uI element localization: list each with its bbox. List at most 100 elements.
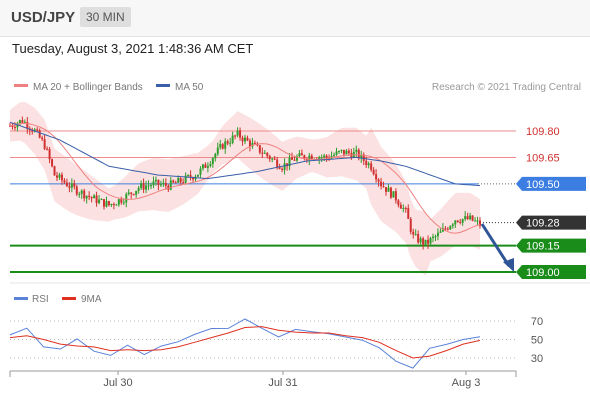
candle-body (434, 236, 437, 238)
candle-body (342, 149, 345, 155)
candle-body (271, 158, 274, 160)
candle-body (308, 155, 311, 161)
candle-body (199, 168, 202, 175)
candle-body (132, 193, 135, 195)
candle-body (248, 140, 251, 147)
candle-body (451, 224, 454, 227)
candle-body (380, 181, 383, 187)
candle-body (412, 231, 415, 235)
candle-body (402, 207, 405, 209)
candle-body (48, 149, 51, 160)
rsi-ma-legend-swatch (62, 297, 76, 300)
candle-body (120, 199, 123, 203)
bollinger-band-area (10, 101, 480, 276)
candle-body (21, 120, 24, 123)
candle-body (145, 185, 148, 190)
candle-body (130, 192, 133, 194)
candle-body (474, 220, 477, 222)
candle-body (295, 156, 298, 161)
candle-body (224, 141, 227, 149)
candle-body (122, 202, 125, 204)
candle-body (60, 174, 63, 181)
candle-body (164, 182, 167, 186)
candle-body (387, 187, 390, 192)
candle-body (461, 219, 464, 223)
rsi-line (9, 318, 481, 369)
candle-body (300, 153, 303, 156)
candle-body (187, 175, 190, 177)
candle-body (414, 234, 417, 236)
candle-body (429, 237, 432, 244)
candle-body (177, 178, 180, 183)
timeframe-badge[interactable]: 30 MIN (80, 7, 131, 27)
candle-body (192, 177, 195, 180)
candle-body (325, 155, 328, 158)
candle-body (68, 186, 71, 188)
candle-body (172, 180, 175, 183)
candle-body (372, 169, 375, 175)
candle-body (239, 130, 242, 138)
candle-body (432, 236, 434, 238)
candle-body (261, 152, 264, 154)
ma20-line (9, 122, 481, 234)
candle-body (85, 195, 88, 199)
candle-body (288, 157, 291, 167)
candle-body (154, 179, 157, 182)
candle-body (204, 164, 207, 168)
ma50-line (9, 121, 481, 187)
candle-body (471, 215, 474, 221)
symbol-title: USD/JPY (11, 9, 76, 26)
candle-body (56, 175, 58, 178)
candle-body (226, 141, 229, 144)
ma20-legend-swatch (14, 84, 28, 87)
candle-body (276, 159, 279, 168)
candle-body (219, 144, 222, 148)
candle-body (241, 137, 244, 142)
level-tag-109.00 (516, 265, 586, 279)
candle-body (362, 154, 365, 161)
candle-body (23, 122, 26, 124)
rsi-ma-line (9, 326, 481, 359)
candle-body (283, 163, 286, 170)
candle-body (389, 187, 392, 198)
candle-body (117, 199, 120, 205)
candle-body (469, 215, 472, 220)
x-tick-jul31: Jul 31 (268, 377, 297, 389)
candle-body (244, 137, 246, 142)
candle-body (115, 204, 118, 206)
rsi-tick-30: 30 (531, 353, 543, 365)
candle-body (169, 180, 172, 190)
candle-body (444, 228, 447, 230)
candle-body (441, 228, 444, 232)
candle-body (370, 163, 373, 170)
candle-body (150, 185, 152, 187)
candle-body (142, 183, 145, 190)
candle-body (278, 167, 281, 169)
candle-body (273, 158, 276, 160)
candle-body (152, 181, 155, 186)
candle-body (140, 183, 143, 188)
candle-body (112, 203, 115, 206)
candle-body (38, 130, 41, 138)
level-label-109.28: 109.28 (526, 218, 560, 230)
candle-body (36, 129, 39, 131)
candle-body (229, 142, 232, 144)
candle-body (11, 125, 14, 127)
candle-body (221, 144, 224, 149)
candle-body (13, 126, 16, 128)
candle-body (53, 166, 56, 176)
candle-body (63, 180, 66, 183)
candle-body (419, 238, 422, 243)
candle-body (310, 155, 313, 160)
candle-body (318, 157, 321, 160)
candle-body (399, 204, 402, 209)
credit-text: Research © 2021 Trading Central (432, 82, 581, 93)
candle-body (179, 178, 182, 183)
candle-body (70, 183, 73, 188)
candle-body (105, 201, 108, 207)
candle-body (18, 120, 21, 124)
candle-body (320, 157, 323, 159)
forecast-arrow (480, 223, 514, 272)
ma50-legend-swatch (156, 84, 170, 87)
